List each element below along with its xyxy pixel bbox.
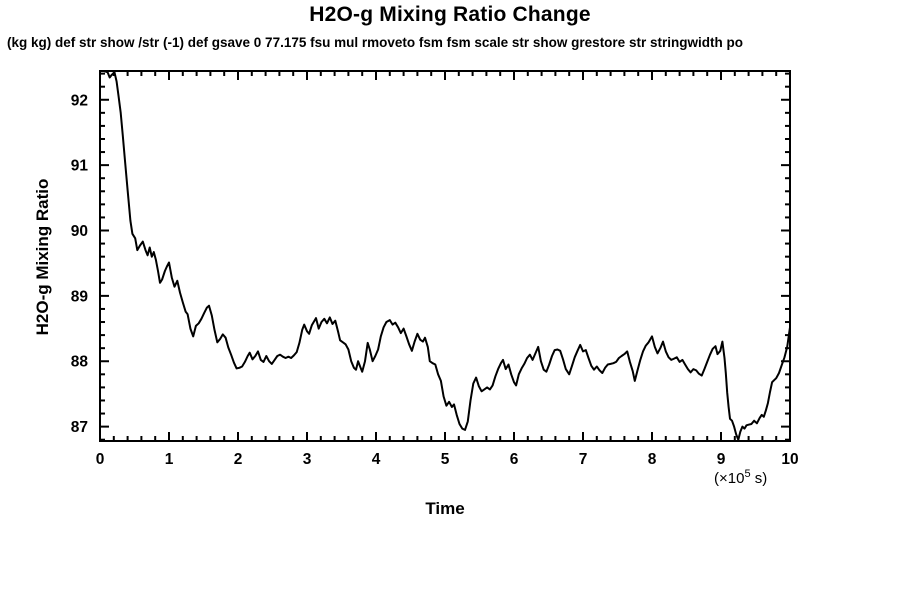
unit-suffix: s): [750, 470, 768, 487]
y-tick-label: 89: [71, 288, 89, 305]
plot-box: [99, 70, 791, 442]
x-tick-label: 8: [648, 451, 657, 468]
y-tick-label: 87: [71, 419, 88, 436]
y-tick-label: 88: [71, 354, 89, 371]
y-tick-label: 92: [71, 92, 88, 109]
x-tick-label: 4: [372, 451, 381, 468]
chart-subtitle: (kg kg) def str show /str (-1) def gsave…: [7, 35, 743, 50]
x-tick-label: 9: [717, 451, 726, 468]
x-tick-label: 6: [510, 451, 519, 468]
x-tick-label: 3: [303, 451, 312, 468]
x-tick-label: 1: [165, 451, 174, 468]
unit-prefix: (×10: [714, 470, 745, 487]
unit-exponent: 5: [744, 468, 751, 480]
x-axis-unit-label: (×105 s): [714, 468, 834, 487]
x-tick-label: 7: [579, 451, 588, 468]
y-axis-title: H2O-g Mixing Ratio: [33, 178, 52, 336]
series-line: [99, 70, 791, 441]
x-tick-label: 2: [234, 451, 243, 468]
x-tick-label: 10: [781, 451, 798, 468]
chart-title: H2O-g Mixing Ratio Change: [309, 3, 591, 26]
x-tick-label: 0: [96, 451, 105, 468]
x-axis-title: Time: [425, 499, 465, 518]
x-tick-label: 5: [441, 451, 450, 468]
y-tick-label: 90: [71, 223, 88, 240]
y-tick-label: 91: [71, 158, 89, 175]
